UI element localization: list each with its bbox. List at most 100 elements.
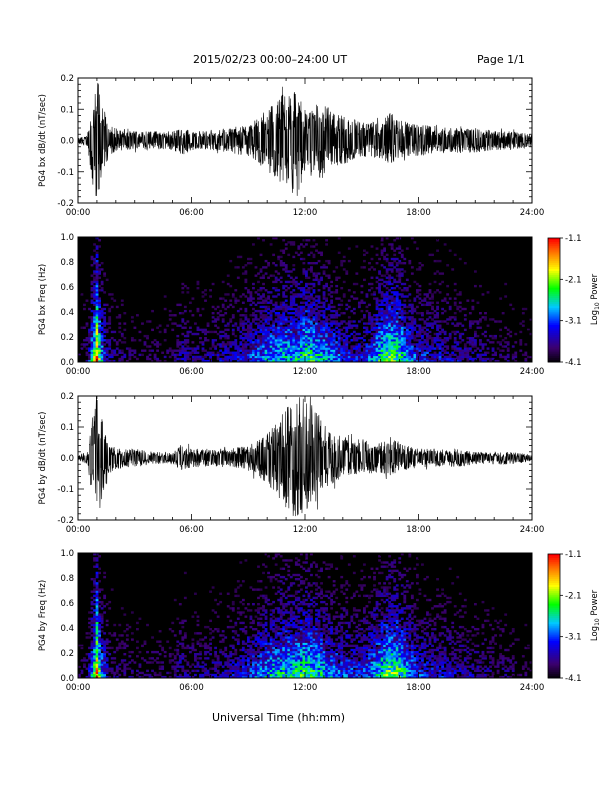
spectrogram-cell [390, 334, 394, 338]
spectrogram-cell [231, 330, 235, 334]
spectrogram-cell [327, 307, 331, 311]
spectrogram-cell [95, 648, 99, 652]
spectrogram-cell [279, 669, 283, 673]
spectrogram-cell [330, 291, 334, 294]
spectrogram-cell [307, 312, 311, 315]
spectrogram-cell [335, 334, 339, 338]
spectrogram-cell [451, 345, 455, 348]
x-tick-label: 12:00 [293, 208, 318, 218]
spectrogram-cell [347, 305, 351, 309]
spectrogram-cell [511, 355, 515, 359]
spectrogram-cell [269, 312, 273, 315]
spectrogram-cell [259, 276, 263, 279]
spectrogram-cell [451, 351, 455, 354]
spectrogram-cell [410, 332, 414, 336]
spectrogram-cell [446, 345, 450, 348]
spectrogram-cell [395, 320, 399, 323]
spectrogram-cell [345, 334, 349, 338]
spectrogram-cell [272, 646, 276, 650]
spectrogram-cell [103, 291, 107, 294]
spectrogram-cell [123, 665, 127, 668]
spectrogram-cell [98, 671, 101, 675]
spectrogram-cell [196, 669, 200, 673]
spectrogram-cell [272, 669, 276, 673]
spectrogram-cell [421, 318, 424, 321]
spectrogram-cell [322, 324, 326, 327]
spectrogram-cell [231, 653, 235, 656]
spectrogram-cell [241, 661, 245, 664]
spectrogram-cell [307, 337, 311, 340]
spectrogram-cell [393, 324, 397, 327]
spectrogram-cell [188, 665, 192, 668]
colorbar-step [548, 331, 560, 334]
spectrogram-cell [267, 305, 270, 309]
spectrogram-cell [264, 657, 268, 660]
spectrogram-cell [347, 247, 351, 250]
spectrogram-cell [221, 334, 225, 338]
spectrogram-cell [123, 653, 127, 656]
spectrogram-cell [370, 337, 374, 340]
spectrogram-cell [380, 299, 384, 302]
spectrogram-cell [322, 345, 326, 348]
spectrogram-cell [415, 295, 419, 298]
spectrogram-cell [337, 341, 341, 344]
spectrogram-cell [431, 339, 434, 342]
spectrogram-cell [287, 312, 291, 315]
spectrogram-cell [320, 251, 323, 254]
spectrogram-cell [249, 343, 253, 346]
spectrogram-cell [375, 349, 379, 352]
spectrogram-cell [224, 334, 228, 338]
spectrogram-cell [471, 307, 475, 311]
spectrogram-cell [231, 607, 235, 610]
spectrogram-cell [277, 293, 281, 296]
spectrogram-cell [380, 278, 384, 282]
spectrogram-cell [325, 318, 328, 321]
spectrogram-cell [383, 247, 387, 250]
spectrogram-cell [211, 345, 215, 348]
spectrogram-cell [128, 661, 132, 664]
spectrogram-cell [320, 349, 323, 352]
spectrogram-cell [380, 282, 384, 286]
spectrogram-cell [400, 349, 404, 352]
spectrogram-cell [204, 328, 207, 332]
spectrogram-cell [466, 357, 470, 361]
spectrogram-cell [325, 330, 328, 334]
spectrogram-cell [201, 328, 205, 332]
spectrogram-cell [385, 312, 389, 315]
spectrogram-cell [279, 326, 283, 329]
spectrogram-cell [355, 343, 359, 346]
spectrogram-cell [378, 326, 381, 329]
spectrogram-cell [317, 297, 321, 300]
spectrogram-cell [267, 655, 270, 658]
spectrogram-cell [453, 349, 457, 352]
spectrogram-cell [277, 330, 281, 334]
spectrogram-cell [249, 341, 253, 344]
spectrogram-cell [393, 341, 397, 344]
spectrogram-cell [473, 349, 477, 352]
spectrogram-cell [322, 320, 326, 323]
spectrogram-cell [335, 341, 339, 344]
spectrogram-cell [368, 349, 371, 352]
spectrogram-cell [272, 661, 276, 664]
spectrogram-cell [264, 337, 268, 340]
spectrogram-cell [315, 343, 318, 346]
spectrogram-cell [274, 349, 278, 352]
spectrogram-cell [259, 351, 263, 354]
spectrogram-cell [307, 326, 311, 329]
spectrogram-cell [484, 334, 487, 338]
spectrogram-cell [171, 659, 175, 662]
spectrogram-cell [438, 332, 442, 336]
spectrogram-cell [433, 357, 437, 361]
spectrogram-cell [395, 312, 399, 315]
spectrogram-cell [246, 663, 250, 666]
spectrogram-cell [257, 596, 260, 600]
spectrogram-cell [239, 357, 243, 361]
spectrogram-cell [120, 669, 124, 673]
spectrogram-cell [383, 357, 387, 361]
spectrogram-cell [368, 262, 371, 265]
spectrogram-cell [484, 312, 487, 315]
spectrogram-cell [259, 613, 263, 616]
spectrogram-cell [312, 343, 316, 346]
spectrogram-cell [403, 289, 407, 292]
spectrogram-cell [277, 312, 281, 315]
